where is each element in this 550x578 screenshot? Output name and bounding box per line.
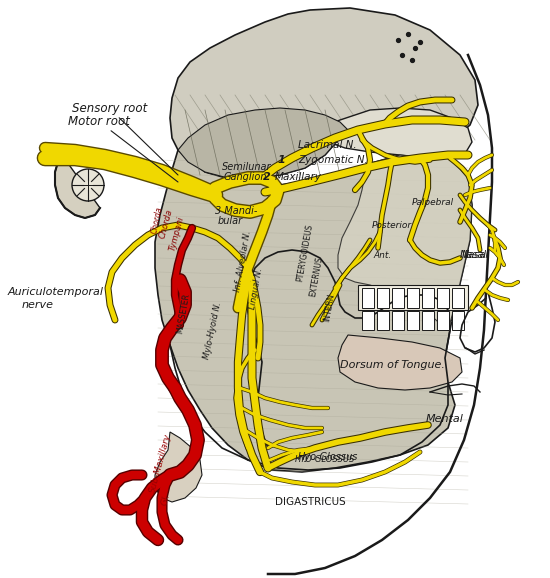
- Text: 1: 1: [278, 155, 286, 165]
- Polygon shape: [155, 432, 202, 502]
- Polygon shape: [358, 285, 468, 310]
- Text: Hyo-Glossus: Hyo-Glossus: [298, 452, 359, 462]
- Text: Motor root: Motor root: [68, 115, 178, 182]
- Text: INTERN: INTERN: [322, 292, 336, 322]
- Text: Semilunar: Semilunar: [222, 162, 272, 172]
- Text: Sub-Maxillary: Sub-Maxillary: [148, 432, 173, 494]
- Text: MASSETER: MASSETER: [175, 292, 191, 334]
- Text: Nasal: Nasal: [460, 250, 487, 260]
- Text: 2: 2: [263, 172, 271, 182]
- Text: Sensory root: Sensory root: [72, 102, 178, 175]
- Text: Palpebral: Palpebral: [412, 198, 454, 207]
- Text: Lacrimal N.: Lacrimal N.: [298, 140, 356, 150]
- Text: Ant.: Ant.: [373, 251, 391, 260]
- Text: Ganglion: Ganglion: [224, 172, 267, 182]
- Text: Maxillary: Maxillary: [275, 172, 322, 182]
- Text: Chorda: Chorda: [150, 205, 164, 234]
- Polygon shape: [338, 335, 462, 390]
- Bar: [422, 288, 434, 308]
- Text: PTERYGOIDEUS: PTERYGOIDEUS: [295, 223, 314, 282]
- Text: DIGASTRICUS: DIGASTRICUS: [275, 497, 346, 507]
- Text: Gl.: Gl.: [160, 492, 172, 507]
- Text: EXTERNUS: EXTERNUS: [308, 255, 324, 297]
- Bar: [392, 311, 404, 330]
- Bar: [437, 288, 449, 308]
- Polygon shape: [170, 8, 478, 178]
- Text: Mental: Mental: [426, 414, 464, 424]
- Polygon shape: [338, 155, 472, 330]
- Polygon shape: [155, 150, 472, 472]
- Text: nerve: nerve: [22, 300, 54, 310]
- Text: bular: bular: [218, 216, 243, 226]
- Bar: [437, 311, 449, 330]
- Text: Tympani: Tympani: [168, 215, 186, 252]
- Text: HYO-GLOSSUS: HYO-GLOSSUS: [295, 455, 355, 464]
- Text: Zygomatic N.: Zygomatic N.: [298, 155, 368, 165]
- Text: 3 Mandi-: 3 Mandi-: [215, 206, 257, 216]
- Text: Mylo-Hyoid N.: Mylo-Hyoid N.: [202, 301, 223, 360]
- Bar: [362, 311, 374, 330]
- Polygon shape: [320, 108, 472, 158]
- Text: Nasal: Nasal: [462, 250, 489, 260]
- Bar: [452, 288, 464, 308]
- Text: Lingual N.: Lingual N.: [248, 267, 264, 310]
- Polygon shape: [55, 155, 100, 218]
- Text: Posterior: Posterior: [372, 221, 412, 230]
- Bar: [377, 288, 389, 308]
- Text: Auriculotemporal: Auriculotemporal: [8, 287, 104, 297]
- Bar: [392, 288, 404, 308]
- Bar: [407, 288, 419, 308]
- Bar: [407, 311, 419, 330]
- Circle shape: [72, 169, 104, 201]
- Text: Chorda: Chorda: [158, 209, 174, 240]
- Bar: [377, 311, 389, 330]
- Bar: [422, 311, 434, 330]
- Polygon shape: [178, 108, 348, 178]
- Bar: [362, 288, 374, 308]
- Bar: [452, 311, 464, 330]
- Text: Inf. Alveolar N.: Inf. Alveolar N.: [233, 229, 252, 292]
- Text: Dorsum of Tongue.: Dorsum of Tongue.: [340, 360, 445, 370]
